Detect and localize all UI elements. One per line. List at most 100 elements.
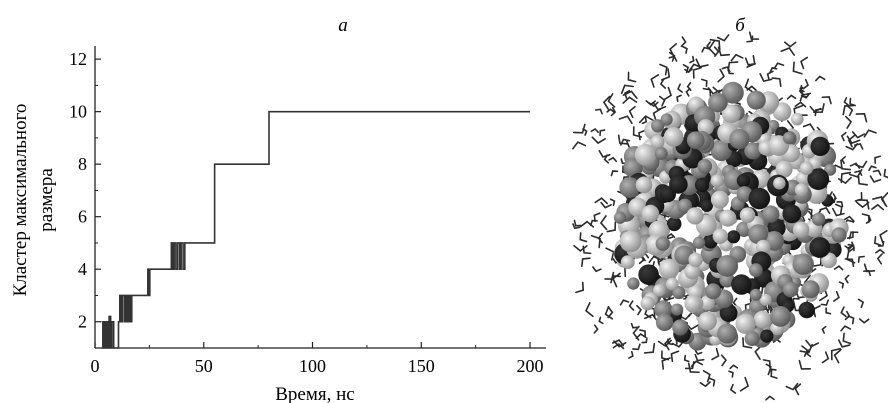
water-molecule xyxy=(843,215,855,223)
water-molecule xyxy=(794,383,802,396)
water-molecule xyxy=(814,108,823,117)
protein-atom xyxy=(672,319,689,336)
water-molecule xyxy=(848,231,859,240)
water-molecule xyxy=(831,207,845,217)
water-molecule xyxy=(799,87,812,96)
water-molecule xyxy=(686,81,692,92)
water-molecule xyxy=(619,299,630,306)
protein-atom xyxy=(663,127,684,147)
water-molecule xyxy=(727,61,739,72)
series-line xyxy=(101,110,530,349)
protein-atom xyxy=(760,329,774,343)
water-molecule xyxy=(711,347,720,361)
y-tick-label: 6 xyxy=(78,207,87,227)
protein-atom xyxy=(641,204,660,223)
protein-atom xyxy=(638,264,659,285)
protein-atom xyxy=(651,119,665,133)
water-molecule xyxy=(613,340,627,348)
protein-atom xyxy=(684,294,702,313)
water-molecule xyxy=(739,376,750,392)
water-molecule xyxy=(786,94,797,100)
protein-atom xyxy=(660,113,673,126)
water-molecule xyxy=(627,71,637,83)
water-molecule xyxy=(682,63,690,74)
protein-atom xyxy=(782,204,802,224)
water-molecule xyxy=(785,382,799,391)
water-molecule xyxy=(819,206,831,215)
x-tick-label: 50 xyxy=(195,356,213,376)
water-molecule xyxy=(798,86,804,96)
protein-atom xyxy=(748,263,763,278)
water-molecule xyxy=(872,196,887,206)
protein-atom xyxy=(809,237,831,258)
panel-label-a: а xyxy=(338,15,348,36)
chart-axes xyxy=(94,46,546,349)
water-molecule xyxy=(679,313,691,321)
water-molecule xyxy=(801,345,809,357)
water-molecule xyxy=(606,221,617,233)
water-molecule xyxy=(644,313,659,323)
water-molecule xyxy=(728,370,734,378)
water-molecule xyxy=(605,247,615,261)
water-molecule xyxy=(773,62,785,70)
water-molecule xyxy=(684,68,693,74)
water-molecule xyxy=(833,348,842,364)
protein-atom xyxy=(736,173,751,188)
protein-atom xyxy=(798,301,816,319)
water-molecule xyxy=(694,353,705,362)
water-molecule xyxy=(607,93,616,108)
water-molecule xyxy=(858,318,870,324)
water-molecule xyxy=(593,212,601,223)
water-molecule xyxy=(591,136,606,145)
water-molecule xyxy=(729,383,737,394)
water-molecule xyxy=(639,329,647,338)
water-molecule xyxy=(638,115,654,124)
x-tick-label: 0 xyxy=(91,356,100,376)
water-molecule xyxy=(658,95,666,107)
water-molecule xyxy=(729,364,739,370)
water-molecule xyxy=(766,70,774,81)
water-molecule xyxy=(825,307,832,315)
water-molecule xyxy=(868,165,877,172)
protein-atom xyxy=(716,255,739,277)
water-molecule xyxy=(857,174,868,186)
water-molecule xyxy=(699,381,711,388)
water-molecule xyxy=(688,63,702,72)
water-molecule xyxy=(572,141,587,150)
water-molecule xyxy=(853,142,864,150)
water-molecule xyxy=(883,168,888,179)
water-molecule xyxy=(602,95,611,110)
water-molecule xyxy=(820,299,830,306)
water-molecule xyxy=(572,223,581,230)
protein-atom xyxy=(710,174,724,188)
water-molecule xyxy=(670,350,680,363)
water-molecule xyxy=(609,198,616,206)
water-molecule xyxy=(585,302,594,318)
water-molecule xyxy=(857,199,870,210)
water-molecule xyxy=(590,219,598,227)
water-molecule xyxy=(869,175,882,183)
water-molecule xyxy=(855,160,868,169)
protein-atom xyxy=(755,239,771,255)
water-molecule xyxy=(821,351,830,364)
water-molecule xyxy=(630,322,639,329)
protein-atom xyxy=(719,304,738,322)
protein-atom xyxy=(654,147,668,160)
protein-atom xyxy=(824,163,837,176)
water-molecule xyxy=(863,269,872,277)
water-molecule xyxy=(582,128,588,136)
water-molecule xyxy=(643,342,656,354)
protein-atom xyxy=(810,136,830,157)
protein-atom xyxy=(831,227,847,243)
protein-atom xyxy=(801,280,820,299)
water-molecule xyxy=(707,87,721,95)
y-tick-label: 12 xyxy=(69,49,87,69)
water-molecule xyxy=(844,274,850,284)
water-molecule xyxy=(663,86,673,101)
water-molecule xyxy=(840,171,852,184)
water-molecule xyxy=(680,36,687,48)
protein-atom xyxy=(677,198,693,214)
x-tick-label: 100 xyxy=(299,356,326,376)
water-molecule xyxy=(604,305,614,320)
